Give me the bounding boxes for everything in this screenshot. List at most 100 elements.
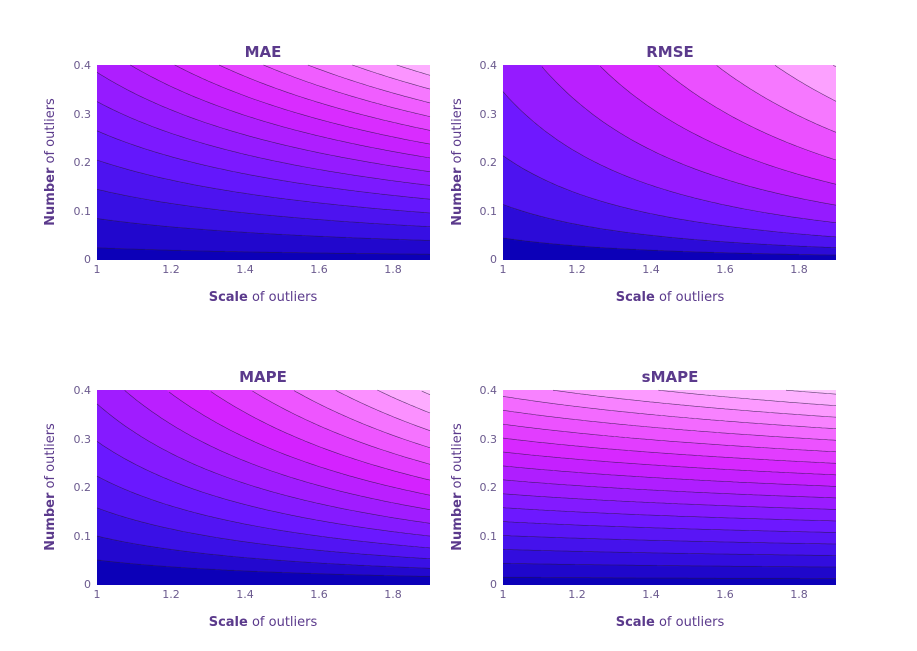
- mape-contour-line-9: [252, 390, 431, 465]
- smape-contour-line-9: [502, 451, 837, 476]
- mape-contour-line-4: [96, 441, 431, 537]
- mae-ytick-0: 0: [84, 253, 91, 266]
- mae-contour-line-3: [96, 159, 431, 214]
- mae-xtick-4: 1.8: [384, 263, 402, 276]
- mae-contour-line-1: [96, 218, 431, 241]
- mape-xtick-2: 1.4: [236, 588, 254, 601]
- smape-contour-line-3: [502, 535, 836, 545]
- smape-ytick-2: 0.2: [480, 481, 498, 494]
- mape-contour-line-3: [96, 475, 431, 549]
- smape-xtick-4: 1.8: [790, 588, 808, 601]
- rmse-x-axis-label: Scale of outliers: [616, 290, 725, 305]
- mae-contour-line-6: [96, 72, 431, 172]
- smape-y-axis-label-rest: of outliers: [450, 423, 465, 493]
- mape-ytick-0: 0: [84, 578, 91, 591]
- rmse-xtick-3: 1.6: [716, 263, 734, 276]
- mae-x-axis-label-rest: of outliers: [248, 290, 318, 305]
- mae-xtick-1: 1.2: [162, 263, 180, 276]
- mae-xtick-3: 1.6: [310, 263, 328, 276]
- rmse-y-axis-label-bold: Number: [450, 167, 465, 226]
- mape-xtick-1: 1.2: [162, 588, 180, 601]
- smape-title: sMAPE: [642, 368, 699, 386]
- panel-mae: MAE 0 0.1 0.2 0.3 0.4 1 1.2 1.4 1.6 1.8 …: [43, 43, 431, 305]
- smape-x-axis-label-bold: Scale: [616, 615, 655, 630]
- smape-contour-line-13: [502, 396, 837, 429]
- mae-contour-line-10: [263, 64, 431, 117]
- rmse-contour-line-4: [541, 66, 837, 206]
- smape-contour-line-4: [502, 521, 837, 533]
- rmse-contour-line-3: [502, 91, 837, 223]
- mape-contour-line-5: [96, 403, 431, 524]
- mape-xtick-4: 1.8: [384, 588, 402, 601]
- smape-ytick-0: 0: [490, 578, 497, 591]
- mape-contour-line-7: [169, 391, 431, 496]
- mae-contour-line-12: [352, 64, 431, 90]
- rmse-y-axis-label-rest: of outliers: [450, 98, 465, 168]
- rmse-contour-fill: [503, 65, 836, 260]
- smape-contour-line-14: [552, 389, 837, 418]
- mae-contour-line-0: [96, 247, 431, 255]
- mae-contour-line-7: [130, 64, 431, 159]
- smape-contour-lines: [502, 389, 837, 579]
- smape-contour-line-6: [502, 493, 837, 510]
- mape-contour-line-8: [210, 391, 431, 481]
- rmse-y-axis-label: Number of outliers: [450, 98, 465, 226]
- rmse-contour-line-2: [502, 155, 837, 238]
- mape-contour-lines: [96, 389, 431, 577]
- mape-ytick-2: 0.2: [74, 481, 92, 494]
- rmse-contour-lines: [502, 64, 837, 256]
- rmse-ytick-0: 0: [490, 253, 497, 266]
- rmse-ytick-4: 0.4: [480, 59, 498, 72]
- mape-xtick-3: 1.6: [310, 588, 328, 601]
- mape-ytick-3: 0.3: [74, 433, 92, 446]
- mape-x-axis-label: Scale of outliers: [209, 615, 318, 630]
- mae-y-axis-label: Number of outliers: [43, 98, 58, 226]
- mae-contour-line-2: [96, 189, 431, 227]
- smape-ytick-1: 0.1: [480, 530, 498, 543]
- rmse-contour-line-9: [833, 64, 837, 68]
- mape-contour-line-11: [335, 390, 431, 431]
- smape-x-axis-label-rest: of outliers: [655, 615, 725, 630]
- rmse-contour-line-5: [599, 65, 837, 185]
- rmse-contour-line-1: [502, 204, 837, 248]
- mae-x-axis-label: Scale of outliers: [209, 290, 318, 305]
- mae-contour-line-8: [174, 64, 431, 145]
- rmse-x-axis-label-rest: of outliers: [655, 290, 725, 305]
- mae-xtick-2: 1.4: [236, 263, 254, 276]
- mae-ytick-1: 0.1: [74, 205, 92, 218]
- mae-x-axis-label-bold: Scale: [209, 290, 248, 305]
- rmse-contour-line-8: [774, 65, 837, 102]
- smape-contour-line-8: [502, 465, 837, 487]
- mape-contour-line-13: [421, 390, 431, 395]
- smape-contour-line-7: [502, 479, 837, 499]
- mape-xtick-0: 1: [94, 588, 101, 601]
- panel-rmse: RMSE 0 0.1 0.2 0.3 0.4 1 1.2 1.4 1.6 1.8…: [450, 43, 837, 305]
- rmse-contour-line-7: [716, 65, 837, 133]
- mae-contour-fill: [97, 65, 430, 260]
- smape-contour-line-1: [503, 563, 837, 568]
- smape-contour-line-11: [502, 423, 837, 453]
- mape-y-axis-label-rest: of outliers: [43, 423, 58, 493]
- mae-contour-line-4: [96, 130, 431, 200]
- mae-ytick-2: 0.2: [74, 156, 92, 169]
- mae-y-axis-label-bold: Number: [43, 167, 58, 226]
- smape-x-axis-label: Scale of outliers: [616, 615, 725, 630]
- mae-xtick-0: 1: [94, 263, 101, 276]
- rmse-ytick-2: 0.2: [480, 156, 498, 169]
- mape-title: MAPE: [239, 368, 287, 386]
- mae-ytick-4: 0.4: [74, 59, 92, 72]
- mape-x-axis-label-bold: Scale: [209, 615, 248, 630]
- panel-mape: MAPE 0 0.1 0.2 0.3 0.4 1 1.2 1.4 1.6 1.8…: [43, 368, 431, 630]
- mape-ytick-1: 0.1: [74, 530, 92, 543]
- rmse-xtick-2: 1.4: [642, 263, 660, 276]
- mape-y-axis-label-bold: Number: [43, 492, 58, 551]
- rmse-xtick-4: 1.8: [790, 263, 808, 276]
- mape-contour-line-2: [96, 507, 431, 559]
- smape-xtick-3: 1.6: [716, 588, 734, 601]
- panel-smape: sMAPE 0 0.1 0.2 0.3 0.4 1 1.2 1.4 1.6 1.…: [450, 368, 837, 630]
- mape-contour-fill: [97, 390, 430, 585]
- mape-contour-line-10: [293, 390, 431, 449]
- mape-y-axis-label: Number of outliers: [43, 423, 58, 551]
- smape-y-axis-label: Number of outliers: [450, 423, 465, 551]
